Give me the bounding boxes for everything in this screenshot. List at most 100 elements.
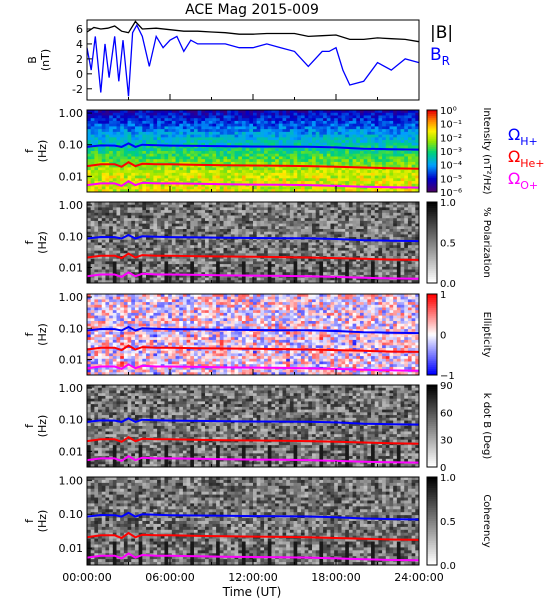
spectrogram-cell	[94, 272, 99, 276]
spectrogram-cell	[341, 226, 346, 230]
spectrogram-cell	[105, 264, 110, 268]
spectrogram-cell	[337, 115, 342, 119]
spectrogram-cell	[219, 118, 224, 122]
spectrogram-cell	[94, 253, 99, 257]
spectrogram-cell	[201, 223, 206, 227]
spectrogram-cell	[101, 164, 106, 168]
spectrogram-cell	[319, 218, 324, 222]
spectrogram-cell	[341, 159, 346, 163]
spectrogram-cell	[205, 226, 210, 230]
spectrogram-cell	[186, 140, 191, 144]
spectrogram-cell	[160, 274, 165, 278]
spectrogram-cell	[385, 159, 390, 163]
spectrogram-cell	[160, 210, 165, 214]
spectrogram-cell	[382, 172, 387, 176]
spectrogram-cell	[230, 261, 235, 265]
spectrogram-cell	[193, 164, 199, 168]
spectrogram-cell	[175, 202, 180, 206]
spectrogram-cell	[363, 172, 368, 176]
spectrogram-cell	[186, 129, 191, 133]
spectrogram-cell	[94, 261, 99, 265]
spectrogram-cell	[264, 210, 269, 214]
spectrogram-cell	[319, 156, 324, 160]
spectrogram-cell	[219, 210, 224, 214]
spectrogram-cell	[109, 237, 114, 241]
spectrogram-cell	[289, 280, 294, 284]
spectrogram-cell	[101, 178, 106, 182]
spectrogram-cell	[385, 156, 390, 160]
spectrogram-cell	[238, 247, 243, 251]
spectrogram-cell	[90, 231, 95, 235]
spectrogram-cell	[179, 183, 184, 187]
spectrogram-cell	[160, 186, 165, 190]
spectrogram-cell	[253, 245, 258, 249]
spectrogram-cell	[271, 170, 276, 174]
spectrogram-cell	[98, 115, 103, 119]
spectrogram-cell	[153, 226, 158, 230]
spectrogram-cell	[182, 231, 187, 235]
spectrogram-cell	[149, 266, 154, 270]
spectrogram-cell	[146, 178, 151, 182]
spectrogram-cell	[337, 229, 342, 233]
spectrogram-cell	[334, 172, 339, 176]
spectrogram-cell	[378, 153, 383, 157]
spectrogram-cell	[289, 175, 294, 179]
spectrogram-cell	[396, 156, 401, 160]
spectrogram-cell	[334, 207, 339, 211]
spectrogram-cell	[219, 277, 224, 281]
spectrogram-cell	[393, 123, 398, 127]
spectrogram-cell	[341, 151, 346, 155]
spectrogram-cell	[87, 277, 92, 281]
spectrogram-cell	[400, 118, 405, 122]
spectrogram-cell	[101, 223, 106, 227]
spectrogram-cell	[171, 126, 176, 130]
spectrogram-cell	[249, 264, 254, 268]
spectrogram-cell	[109, 153, 114, 157]
spectrogram-cell	[201, 207, 206, 211]
spectrogram-cell	[363, 123, 368, 127]
spectrogram-cell	[374, 172, 379, 176]
spectrogram-cell	[87, 159, 92, 163]
spectrogram-cell	[308, 272, 313, 276]
spectrogram-cell	[164, 234, 169, 238]
spectrogram-cell	[341, 220, 346, 224]
spectrogram-cell	[134, 140, 140, 144]
spectrogram-cell	[223, 204, 228, 208]
spectrogram-cell	[271, 134, 276, 138]
spectrogram-cell	[212, 220, 217, 224]
spectrogram-cell	[208, 151, 213, 155]
spectrogram-cell	[157, 210, 162, 214]
spectrogram-cell	[315, 126, 320, 130]
spectrogram-cell	[134, 250, 140, 254]
spectrogram-cell	[179, 189, 184, 193]
spectrogram-cell	[249, 242, 254, 246]
spectrogram-cell	[300, 123, 306, 127]
spectrogram-cell	[253, 126, 258, 130]
spectrogram-cell	[341, 142, 346, 146]
spectrogram-cell	[267, 142, 272, 146]
spectrogram-cell	[219, 229, 224, 233]
spectrogram-cell	[146, 215, 151, 219]
spectrogram-cell	[282, 175, 287, 179]
spectrogram-cell	[142, 242, 147, 246]
spectrogram-cell	[234, 159, 239, 163]
spectrogram-cell	[223, 189, 228, 193]
spectrogram-cell	[352, 247, 357, 251]
spectrogram-cell	[127, 175, 132, 179]
spectrogram-cell	[404, 115, 409, 119]
spectrogram-cell	[352, 250, 357, 254]
spectrogram-cell	[146, 131, 151, 135]
spectrogram-cell	[153, 140, 158, 144]
spectrogram-cell	[289, 229, 294, 233]
spectrogram-cell	[337, 153, 342, 157]
spectrogram-cell	[312, 250, 317, 254]
spectrogram-cell	[378, 164, 383, 168]
spectrogram-cell	[94, 167, 99, 171]
spectrogram-cell	[293, 247, 298, 251]
spectrogram-cell	[109, 186, 114, 190]
spectrogram-cell	[359, 161, 365, 166]
spectrogram-cell	[323, 218, 328, 222]
spectrogram-cell	[142, 186, 147, 190]
spectrogram-cell	[142, 112, 147, 116]
spectrogram-cell	[197, 226, 202, 230]
